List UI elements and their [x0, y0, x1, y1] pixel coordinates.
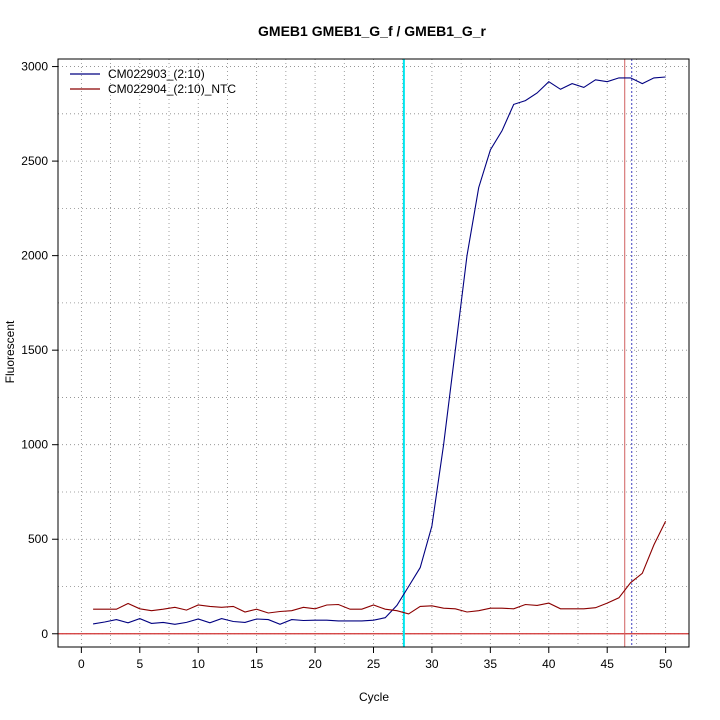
legend-entry-1: CM022903_(2:10) [108, 67, 205, 81]
chart-title: GMEB1 GMEB1_G_f / GMEB1_G_r [258, 23, 487, 39]
y-axis-label: Fluorescent [3, 320, 17, 383]
axis-ticks: 0 5 10 15 20 25 30 35 40 45 5005001000150020002500… [21, 60, 672, 671]
x-tick-label: 10 [192, 657, 206, 671]
x-tick-label: 0 [78, 657, 85, 671]
series-line-1 [93, 76, 666, 625]
y-tick-label: 1500 [21, 343, 48, 357]
x-tick-label: 15 [250, 657, 264, 671]
x-tick-label: 35 [484, 657, 498, 671]
y-tick-label: 2500 [21, 154, 48, 168]
vertical-markers [58, 59, 689, 647]
series-line-2 [93, 521, 667, 615]
y-tick-label: 2000 [21, 249, 48, 263]
x-tick-label: 50 [659, 657, 673, 671]
y-tick-label: 500 [28, 532, 48, 546]
x-tick-label: 5 [136, 657, 143, 671]
x-tick-label: 30 [425, 657, 439, 671]
y-tick-label: 1000 [21, 438, 48, 452]
x-tick-label: 45 [601, 657, 615, 671]
y-tick-label: 0 [41, 627, 48, 641]
legend: CM022903_(2:10)CM022904_(2:10)_NTC [70, 67, 236, 96]
x-tick-label: 20 [308, 657, 322, 671]
x-tick-label: 40 [542, 657, 556, 671]
legend-entry-2: CM022904_(2:10)_NTC [108, 82, 236, 96]
x-tick-label: 25 [367, 657, 381, 671]
y-tick-label: 3000 [21, 60, 48, 74]
x-axis-label: Cycle [359, 690, 389, 704]
series-layer [93, 76, 667, 625]
